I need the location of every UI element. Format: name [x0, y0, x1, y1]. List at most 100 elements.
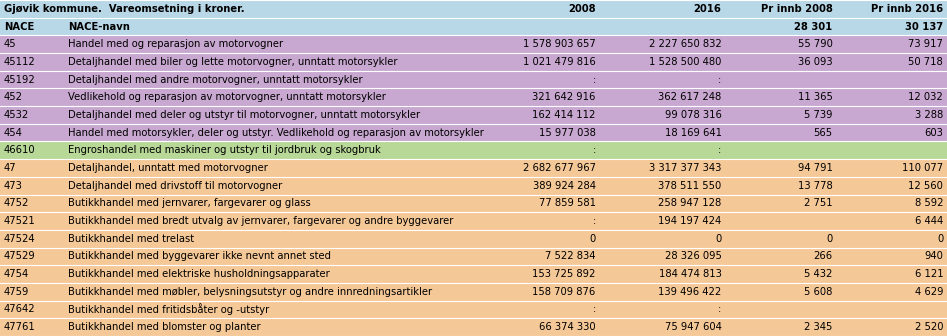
Text: 4759: 4759: [4, 287, 29, 297]
Text: 28 326 095: 28 326 095: [665, 251, 722, 261]
Text: Butikkhandel med trelast: Butikkhandel med trelast: [68, 234, 194, 244]
Bar: [0, 141, 947, 159]
Text: 99 078 316: 99 078 316: [665, 110, 722, 120]
Text: 110 077: 110 077: [902, 163, 943, 173]
Bar: [0, 318, 947, 336]
Text: 5 739: 5 739: [804, 110, 832, 120]
Text: 0: 0: [826, 234, 832, 244]
Text: 47: 47: [4, 163, 16, 173]
Text: 1 578 903 657: 1 578 903 657: [523, 39, 596, 49]
Text: :: :: [593, 304, 596, 314]
Text: 28 301: 28 301: [795, 22, 832, 32]
Text: 8 592: 8 592: [915, 198, 943, 208]
Text: 2008: 2008: [568, 4, 596, 14]
Text: 55 790: 55 790: [797, 39, 832, 49]
Text: 3 288: 3 288: [915, 110, 943, 120]
Text: 158 709 876: 158 709 876: [532, 287, 596, 297]
Text: 5 432: 5 432: [804, 269, 832, 279]
Bar: [0, 18, 947, 35]
Text: 77 859 581: 77 859 581: [539, 198, 596, 208]
Text: 2 227 650 832: 2 227 650 832: [649, 39, 722, 49]
Text: 47529: 47529: [4, 251, 36, 261]
Text: 2 682 677 967: 2 682 677 967: [523, 163, 596, 173]
Text: :: :: [593, 216, 596, 226]
Text: 11 365: 11 365: [797, 92, 832, 102]
Text: 1 528 500 480: 1 528 500 480: [650, 57, 722, 67]
Text: 46610: 46610: [4, 145, 35, 155]
Text: 0: 0: [937, 234, 943, 244]
Text: 1 021 479 816: 1 021 479 816: [523, 57, 596, 67]
Bar: [0, 230, 947, 248]
Bar: [0, 283, 947, 301]
Text: 47642: 47642: [4, 304, 35, 314]
Text: 139 496 422: 139 496 422: [658, 287, 722, 297]
Text: Pr innb 2016: Pr innb 2016: [871, 4, 943, 14]
Text: 2016: 2016: [694, 4, 722, 14]
Text: 2 520: 2 520: [915, 322, 943, 332]
Text: Butikkhandel med fritidsbåter og -utstyr: Butikkhandel med fritidsbåter og -utstyr: [68, 303, 270, 316]
Text: 389 924 284: 389 924 284: [532, 181, 596, 191]
Text: Engroshandel med maskiner og utstyr til jordbruk og skogbruk: Engroshandel med maskiner og utstyr til …: [68, 145, 381, 155]
Text: Butikkhandel med møbler, belysningsutstyr og andre innredningsartikler: Butikkhandel med møbler, belysningsutsty…: [68, 287, 433, 297]
Text: 94 791: 94 791: [797, 163, 832, 173]
Text: Gjøvik kommune.  Vareomsetning i kroner.: Gjøvik kommune. Vareomsetning i kroner.: [4, 4, 244, 14]
Text: 12 032: 12 032: [908, 92, 943, 102]
Text: 266: 266: [813, 251, 832, 261]
Bar: [0, 265, 947, 283]
Text: 565: 565: [813, 128, 832, 138]
Bar: [0, 195, 947, 212]
Text: :: :: [593, 75, 596, 85]
Text: 4754: 4754: [4, 269, 29, 279]
Text: Pr innb 2008: Pr innb 2008: [760, 4, 832, 14]
Text: 45: 45: [4, 39, 16, 49]
Text: 15 977 038: 15 977 038: [539, 128, 596, 138]
Text: 2 345: 2 345: [804, 322, 832, 332]
Text: 454: 454: [4, 128, 23, 138]
Text: 50 718: 50 718: [908, 57, 943, 67]
Text: 18 169 641: 18 169 641: [665, 128, 722, 138]
Text: Detaljhandel med andre motorvogner, unntatt motorsykler: Detaljhandel med andre motorvogner, unnt…: [68, 75, 363, 85]
Text: 473: 473: [4, 181, 23, 191]
Text: 6 121: 6 121: [915, 269, 943, 279]
Bar: [0, 88, 947, 106]
Text: 73 917: 73 917: [908, 39, 943, 49]
Text: Handel med og reparasjon av motorvogner: Handel med og reparasjon av motorvogner: [68, 39, 283, 49]
Text: Butikkhandel med jernvarer, fargevarer og glass: Butikkhandel med jernvarer, fargevarer o…: [68, 198, 311, 208]
Bar: [0, 0, 947, 18]
Text: 5 608: 5 608: [804, 287, 832, 297]
Text: 0: 0: [589, 234, 596, 244]
Text: 6 444: 6 444: [915, 216, 943, 226]
Text: 0: 0: [715, 234, 722, 244]
Text: Detaljhandel med deler og utstyr til motorvogner, unntatt motorsykler: Detaljhandel med deler og utstyr til mot…: [68, 110, 420, 120]
Text: 258 947 128: 258 947 128: [658, 198, 722, 208]
Text: 4532: 4532: [4, 110, 29, 120]
Bar: [0, 124, 947, 141]
Bar: [0, 71, 947, 88]
Text: :: :: [593, 145, 596, 155]
Bar: [0, 53, 947, 71]
Text: 603: 603: [924, 128, 943, 138]
Text: 2 751: 2 751: [804, 198, 832, 208]
Text: Butikkhandel med bredt utvalg av jernvarer, fargevarer og andre byggevarer: Butikkhandel med bredt utvalg av jernvar…: [68, 216, 454, 226]
Text: 378 511 550: 378 511 550: [658, 181, 722, 191]
Text: 452: 452: [4, 92, 23, 102]
Text: 362 617 248: 362 617 248: [658, 92, 722, 102]
Bar: [0, 212, 947, 230]
Text: :: :: [719, 145, 722, 155]
Text: Butikkhandel med elektriske husholdningsapparater: Butikkhandel med elektriske husholdnings…: [68, 269, 330, 279]
Text: Detaljhandel med biler og lette motorvogner, unntatt motorsykler: Detaljhandel med biler og lette motorvog…: [68, 57, 398, 67]
Text: 184 474 813: 184 474 813: [659, 269, 722, 279]
Text: 66 374 330: 66 374 330: [539, 322, 596, 332]
Bar: [0, 159, 947, 177]
Text: 940: 940: [924, 251, 943, 261]
Text: 153 725 892: 153 725 892: [532, 269, 596, 279]
Text: :: :: [719, 75, 722, 85]
Text: 47761: 47761: [4, 322, 36, 332]
Bar: [0, 301, 947, 318]
Text: 4 629: 4 629: [915, 287, 943, 297]
Text: :: :: [719, 304, 722, 314]
Text: Butikkhandel med blomster og planter: Butikkhandel med blomster og planter: [68, 322, 260, 332]
Text: 3 317 377 343: 3 317 377 343: [650, 163, 722, 173]
Text: 4752: 4752: [4, 198, 29, 208]
Text: 7 522 834: 7 522 834: [545, 251, 596, 261]
